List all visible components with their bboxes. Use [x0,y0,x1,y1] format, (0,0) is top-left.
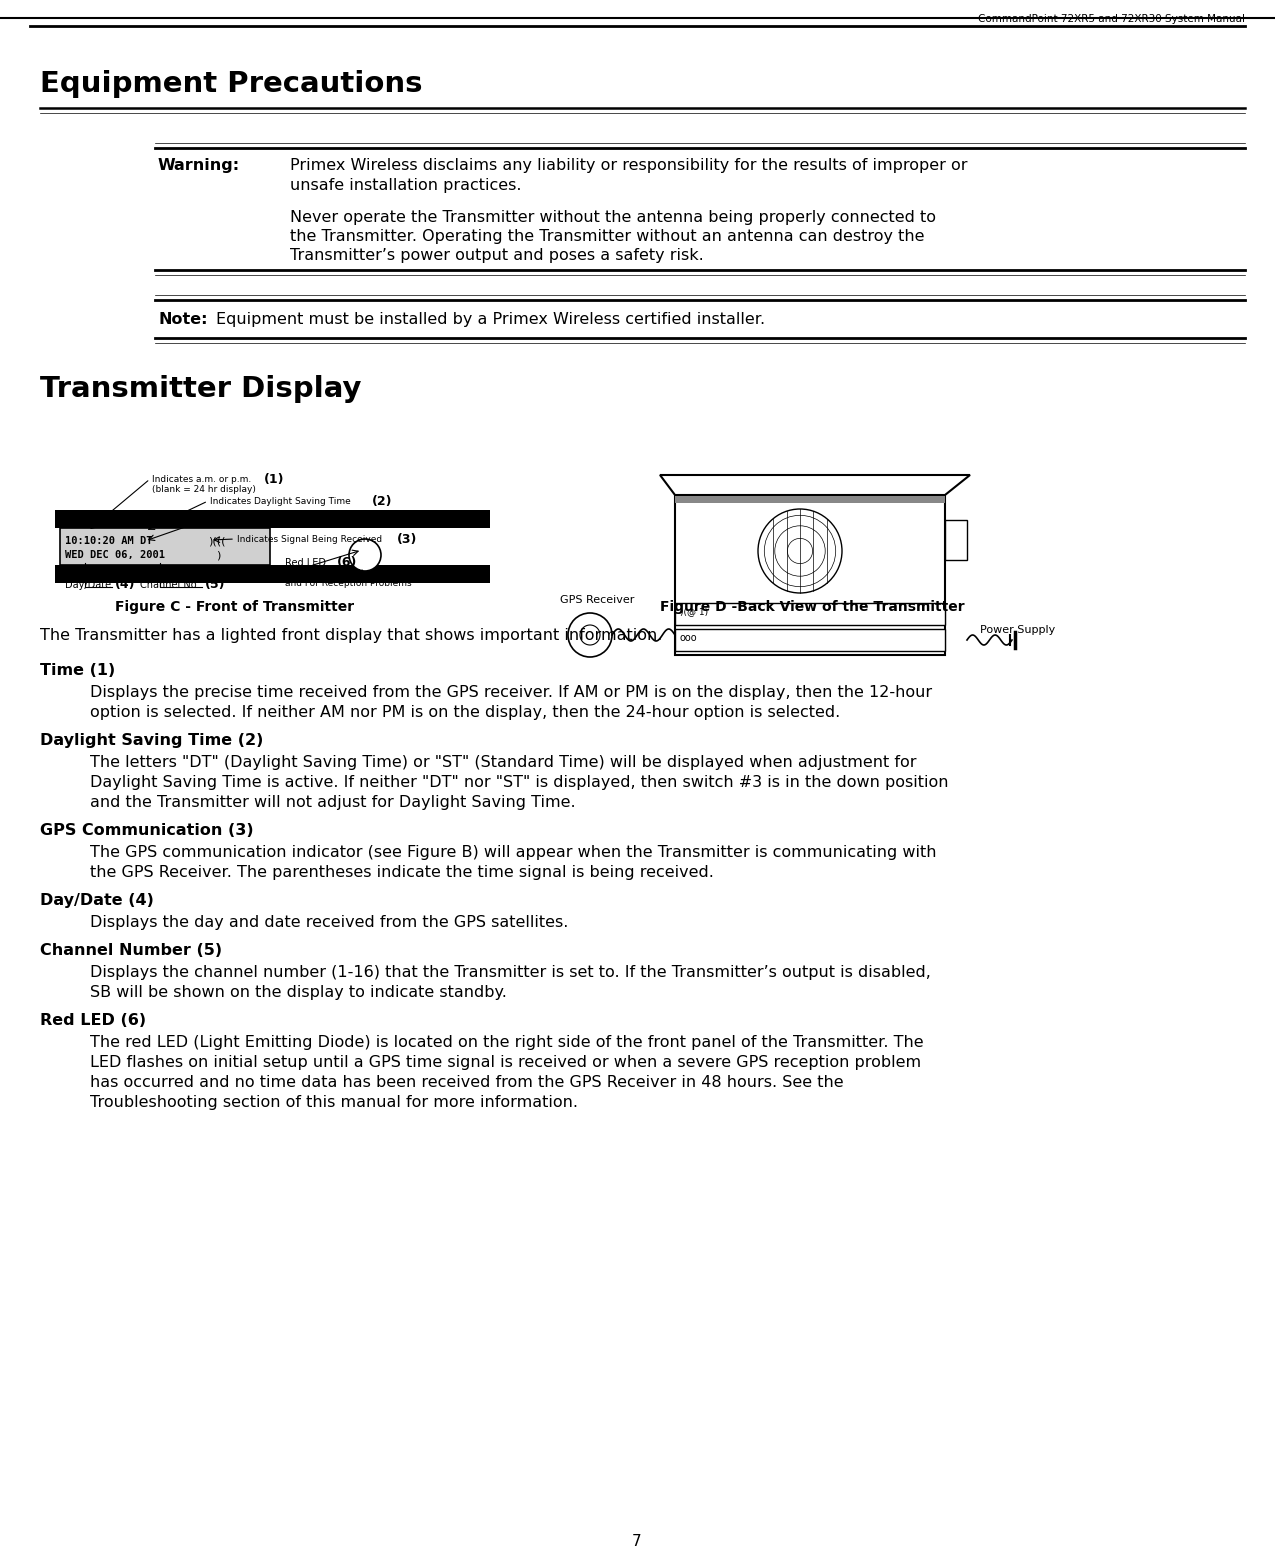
Text: Figure D -Back View of the Transmitter: Figure D -Back View of the Transmitter [660,600,965,614]
Text: Transmitter Display: Transmitter Display [40,376,362,402]
Text: Note:: Note: [158,312,208,327]
Text: Warning:: Warning: [158,157,240,173]
Text: WED DEC 06, 2001: WED DEC 06, 2001 [65,550,164,560]
Text: and For Reception Problems: and For Reception Problems [286,578,412,588]
Text: SB will be shown on the display to indicate standby.: SB will be shown on the display to indic… [91,985,507,999]
Text: )(((: )((( [208,536,226,546]
Text: Displays the precise time received from the GPS receiver. If AM or PM is on the : Displays the precise time received from … [91,684,932,700]
Text: Daylight Saving Time is active. If neither "DT" nor "ST" is displayed, then swit: Daylight Saving Time is active. If neith… [91,775,949,790]
Text: CommandPoint 72XR5 and 72XR30 System Manual: CommandPoint 72XR5 and 72XR30 System Man… [978,14,1244,23]
Text: (4): (4) [115,578,135,591]
Text: 10:10:20 AM DT: 10:10:20 AM DT [65,536,153,546]
Text: Day/Date (4): Day/Date (4) [40,893,154,907]
Circle shape [567,613,612,656]
Text: (1): (1) [96,514,116,529]
Text: GPS Communication (3): GPS Communication (3) [40,823,254,839]
Text: )(@ 1): )(@ 1) [680,606,708,616]
Text: Indicates GPS Communication: Indicates GPS Communication [210,514,347,524]
Circle shape [349,539,381,571]
Bar [55,510,490,529]
Text: Time: Time [65,518,89,527]
Bar [674,496,945,504]
Text: Transmitter’s power output and poses a safety risk.: Transmitter’s power output and poses a s… [289,248,704,263]
Text: (3): (3) [397,533,417,546]
Text: Never operate the Transmitter without the antenna being properly connected to: Never operate the Transmitter without th… [289,210,936,224]
Text: Primex Wireless disclaims any liability or responsibility for the results of imp: Primex Wireless disclaims any liability … [289,157,968,173]
Text: (3): (3) [357,513,377,525]
Text: Red LED (6): Red LED (6) [40,1013,147,1027]
Text: unsafe installation practices.: unsafe installation practices. [289,178,521,193]
Bar [55,564,490,583]
Text: Troubleshooting section of this manual for more information.: Troubleshooting section of this manual f… [91,1094,578,1110]
Text: LED flashes on initial setup until a GPS time signal is received or when a sever: LED flashes on initial setup until a GPS… [91,1055,921,1069]
Text: Equipment must be installed by a Primex Wireless certified installer.: Equipment must be installed by a Primex … [215,312,765,327]
Text: The red LED (Light Emitting Diode) is located on the right side of the front pan: The red LED (Light Emitting Diode) is lo… [91,1035,923,1051]
Bar [945,521,966,560]
Text: Indicates Signal Being Received: Indicates Signal Being Received [237,535,382,544]
Text: ooo: ooo [680,633,697,642]
Text: (1): (1) [264,472,284,486]
Text: Figure C - Front of Transmitter: Figure C - Front of Transmitter [115,600,354,614]
Text: ): ) [215,550,221,560]
Text: Red LED: Red LED [286,558,326,567]
Text: (2): (2) [372,496,393,508]
Text: option is selected. If neither AM nor PM is on the display, then the 24-hour opt: option is selected. If neither AM nor PM… [91,705,840,720]
Bar [674,603,945,625]
Text: The GPS communication indicator (see Figure B) will appear when the Transmitter : The GPS communication indicator (see Fig… [91,845,937,861]
Text: Flashes During Startup: Flashes During Startup [286,569,389,578]
Text: Time (1): Time (1) [40,663,115,678]
Text: Power Supply: Power Supply [980,625,1056,635]
Text: Equipment Precautions: Equipment Precautions [40,70,422,98]
Text: Displays the channel number (1-16) that the Transmitter is set to. If the Transm: Displays the channel number (1-16) that … [91,965,931,981]
Text: Channel No.: Channel No. [140,580,199,589]
Text: Indicates a.m. or p.m.: Indicates a.m. or p.m. [152,475,251,483]
Text: the GPS Receiver. The parentheses indicate the time signal is being received.: the GPS Receiver. The parentheses indica… [91,865,714,879]
Text: has occurred and no time data has been received from the GPS Receiver in 48 hour: has occurred and no time data has been r… [91,1076,844,1090]
Text: GPS Receiver: GPS Receiver [560,596,635,605]
Text: Daylight Saving Time (2): Daylight Saving Time (2) [40,733,264,748]
Text: The letters "DT" (Daylight Saving Time) or "ST" (Standard Time) will be displaye: The letters "DT" (Daylight Saving Time) … [91,755,917,770]
Text: (5): (5) [205,578,226,591]
Text: Day/Date: Day/Date [65,580,111,589]
Text: and the Transmitter will not adjust for Daylight Saving Time.: and the Transmitter will not adjust for … [91,795,575,811]
Bar [60,529,270,564]
Circle shape [759,508,842,592]
Bar [674,496,945,655]
Text: Indicates Daylight Saving Time: Indicates Daylight Saving Time [210,497,351,507]
Text: (6): (6) [337,557,357,569]
Text: the Transmitter. Operating the Transmitter without an antenna can destroy the: the Transmitter. Operating the Transmitt… [289,229,924,245]
Circle shape [580,625,601,645]
Text: (blank = 24 hr display): (blank = 24 hr display) [152,485,256,494]
Text: The Transmitter has a lighted front display that shows important information.: The Transmitter has a lighted front disp… [40,628,663,642]
Text: Channel Number (5): Channel Number (5) [40,943,222,957]
Text: Displays the day and date received from the GPS satellites.: Displays the day and date received from … [91,915,569,931]
Text: 7: 7 [632,1534,641,1550]
Polygon shape [660,475,970,496]
Bar [674,628,945,652]
